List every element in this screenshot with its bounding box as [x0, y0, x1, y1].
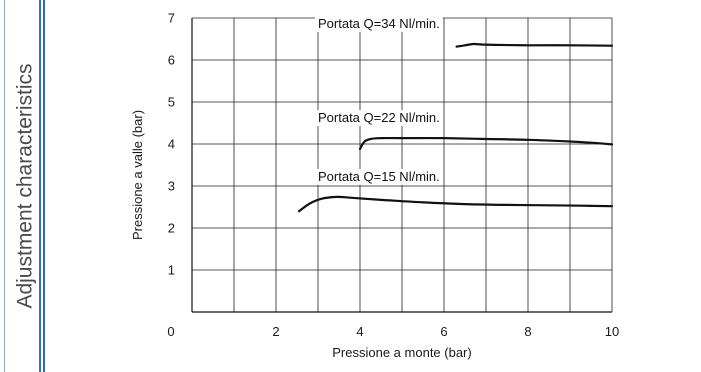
- series-label-q34: Portata Q=34 Nl/min.: [318, 16, 440, 31]
- grid: [192, 17, 613, 312]
- y-tick-label: 1: [168, 263, 175, 278]
- x-tick-label: 2: [272, 324, 279, 339]
- y-axis-label: Pressione a valle (bar): [130, 110, 145, 240]
- x-tick-label: 0: [167, 324, 174, 339]
- series-line-q15: [298, 195, 614, 213]
- y-tick-label: 3: [168, 179, 175, 194]
- series-label-background: [315, 16, 443, 33]
- axes: [191, 18, 612, 313]
- series-line-q22: [358, 136, 614, 151]
- sidebar: Adjustment characteristics: [4, 0, 45, 372]
- y-tick-label: 7: [168, 11, 175, 26]
- x-tick-label: 8: [524, 324, 531, 339]
- series-labels: Portata Q=15 Nl/min. Portata Q=22 Nl/min.…: [315, 16, 443, 185]
- series-line-q34: [455, 42, 614, 48]
- x-tick-label: 4: [356, 324, 363, 339]
- series-label-q22: Portata Q=22 Nl/min.: [318, 110, 440, 125]
- y-tick-label: 6: [168, 53, 175, 68]
- y-tick-label: 5: [168, 95, 175, 110]
- y-tick-labels: 1 2 3 4 5 6 7: [168, 11, 175, 278]
- x-tick-label: 10: [605, 324, 619, 339]
- series-lines: [298, 42, 614, 213]
- sidebar-title: Adjustment characteristics: [14, 63, 37, 308]
- series-label-q15: Portata Q=15 Nl/min.: [318, 169, 440, 184]
- y-tick-label: 4: [168, 137, 175, 152]
- x-axis-label: Pressione a monte (bar): [332, 345, 471, 360]
- x-tick-label: 6: [440, 324, 447, 339]
- y-tick-label: 2: [168, 221, 175, 236]
- x-tick-labels: 0 2 4 6 8 10: [167, 324, 619, 339]
- series-label-background: [315, 110, 443, 127]
- series-label-background: [315, 168, 443, 185]
